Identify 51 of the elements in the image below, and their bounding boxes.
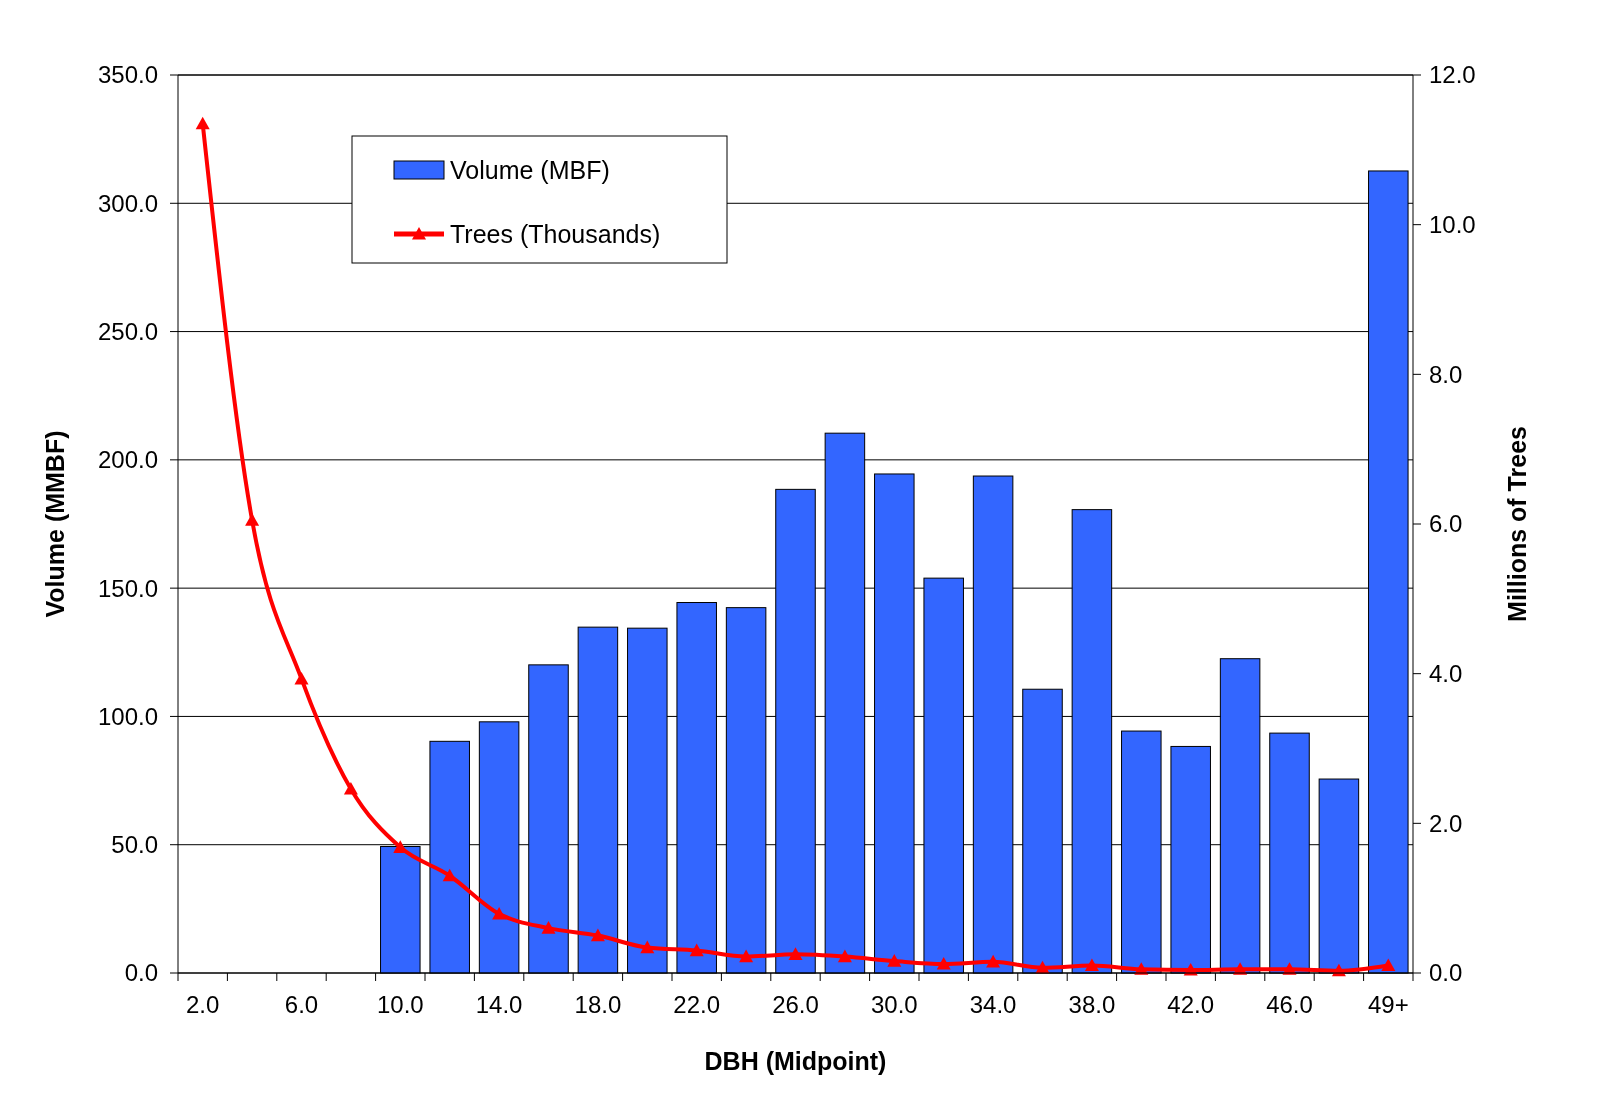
point — [689, 943, 704, 957]
legend-label: Volume (MBF) — [450, 155, 610, 184]
y-tick-label: 200.0 — [97, 446, 158, 474]
point — [1084, 958, 1099, 972]
point — [442, 868, 457, 882]
y-tick-label: 350.0 — [97, 61, 158, 89]
y2-tick-label: 6.0 — [1429, 510, 1463, 538]
y-tick-label: 300.0 — [97, 189, 158, 217]
point — [739, 949, 754, 963]
y-tick-label: 0.0 — [124, 959, 158, 987]
y2-tick-label: 2.0 — [1429, 809, 1463, 837]
x-tick-label: 26.0 — [772, 991, 819, 1018]
x-tick-label: 42.0 — [1167, 991, 1215, 1018]
point — [195, 116, 210, 130]
point — [640, 940, 655, 954]
point — [343, 781, 358, 795]
x-tick-label: 46.0 — [1266, 991, 1313, 1018]
y-tick-label: 100.0 — [97, 702, 158, 730]
y2-axis-title: Millions of Trees — [1503, 426, 1531, 622]
y-tick-label: 250.0 — [97, 317, 158, 345]
point — [887, 954, 902, 967]
point — [590, 928, 605, 942]
x-axis-title: DBH (Midpoint) — [704, 1047, 887, 1075]
y2-tick-label: 8.0 — [1429, 360, 1463, 388]
point — [936, 957, 951, 970]
y2-tick-label: 12.0 — [1429, 61, 1476, 89]
x-tick-label: 18.0 — [574, 991, 622, 1018]
x-tick-label: 22.0 — [673, 991, 721, 1018]
y-axis-title: Volume (MMBF) — [41, 430, 69, 618]
y-tick-label: 150.0 — [97, 574, 158, 602]
legend-label: Trees (Thousands) — [450, 219, 661, 248]
x-tick-label: 14.0 — [475, 991, 523, 1018]
point — [1381, 958, 1396, 972]
y2-tick-label: 0.0 — [1429, 959, 1463, 987]
point — [788, 947, 803, 960]
x-tick-label: 38.0 — [1068, 991, 1116, 1018]
y2-tick-label: 10.0 — [1429, 211, 1476, 239]
point — [492, 906, 507, 920]
x-tick-label: 6.0 — [284, 991, 319, 1018]
point — [986, 954, 1001, 968]
x-tick-label: 2.0 — [186, 991, 220, 1018]
point — [294, 671, 309, 685]
x-tick-label: 30.0 — [870, 991, 918, 1018]
y-tick-label: 50.0 — [111, 831, 158, 859]
point — [245, 513, 260, 526]
point — [837, 949, 852, 963]
point — [541, 921, 556, 934]
x-tick-label: 10.0 — [376, 991, 424, 1018]
y2-tick-label: 4.0 — [1429, 660, 1463, 688]
x-tick-label: 49+ — [1367, 991, 1409, 1018]
x-tick-label: 34.0 — [969, 991, 1017, 1018]
